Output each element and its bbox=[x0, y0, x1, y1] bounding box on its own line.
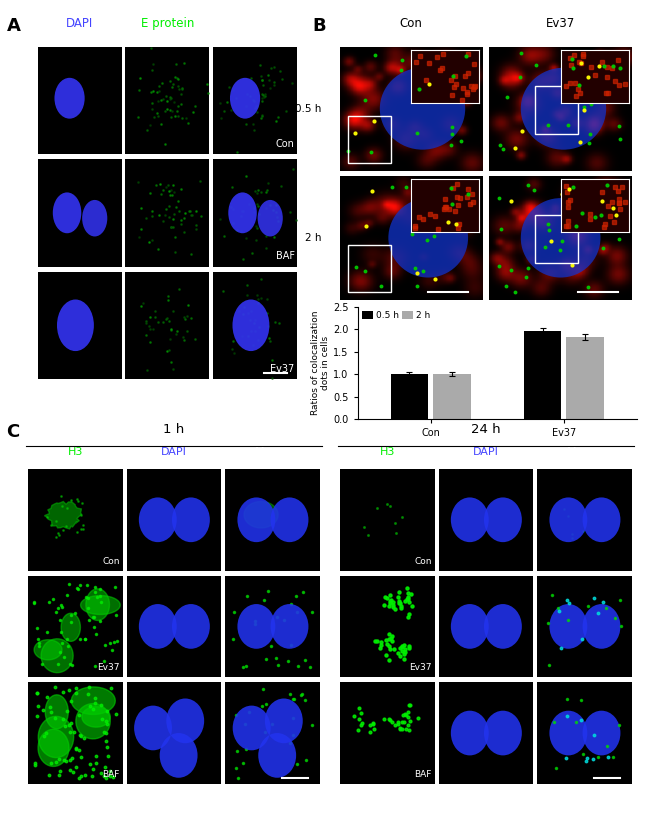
Polygon shape bbox=[34, 640, 62, 660]
Polygon shape bbox=[46, 695, 68, 729]
Ellipse shape bbox=[582, 497, 621, 542]
Text: A: A bbox=[6, 17, 20, 35]
Legend: 0.5 h, 2 h: 0.5 h, 2 h bbox=[362, 311, 430, 320]
Bar bbox=[524, 332, 561, 419]
Ellipse shape bbox=[265, 699, 303, 743]
Bar bbox=[535, 87, 578, 133]
Ellipse shape bbox=[57, 300, 94, 351]
Polygon shape bbox=[76, 704, 111, 739]
Ellipse shape bbox=[166, 699, 204, 743]
Text: BAF: BAF bbox=[415, 770, 432, 779]
Text: Ev37: Ev37 bbox=[270, 364, 294, 374]
Ellipse shape bbox=[521, 198, 601, 277]
Polygon shape bbox=[44, 501, 82, 529]
Ellipse shape bbox=[53, 192, 81, 233]
Ellipse shape bbox=[451, 604, 489, 649]
Text: Merge: Merge bbox=[567, 447, 602, 457]
Ellipse shape bbox=[451, 497, 489, 542]
Polygon shape bbox=[61, 613, 81, 641]
Bar bbox=[391, 374, 428, 419]
Ellipse shape bbox=[228, 192, 257, 233]
Text: Merge: Merge bbox=[237, 17, 274, 30]
Ellipse shape bbox=[230, 77, 260, 118]
Ellipse shape bbox=[82, 200, 107, 237]
Ellipse shape bbox=[139, 497, 177, 542]
Ellipse shape bbox=[233, 706, 270, 751]
Bar bbox=[566, 337, 604, 419]
Text: DAPI: DAPI bbox=[161, 447, 187, 457]
Text: H3: H3 bbox=[68, 447, 83, 457]
Text: 24 h: 24 h bbox=[471, 423, 500, 436]
Ellipse shape bbox=[172, 497, 210, 542]
Text: Ev37: Ev37 bbox=[546, 17, 575, 30]
Text: C: C bbox=[6, 423, 20, 441]
Ellipse shape bbox=[233, 300, 269, 351]
Ellipse shape bbox=[270, 604, 309, 649]
Ellipse shape bbox=[582, 711, 621, 756]
Text: DAPI: DAPI bbox=[66, 17, 93, 30]
Text: Con: Con bbox=[102, 556, 120, 566]
Text: BAF: BAF bbox=[276, 252, 294, 262]
Text: E protein: E protein bbox=[140, 17, 194, 30]
Bar bbox=[348, 116, 391, 163]
Text: Rab7/DENV-E/DAPI: Rab7/DENV-E/DAPI bbox=[307, 137, 317, 209]
Polygon shape bbox=[82, 706, 111, 727]
Text: Merge: Merge bbox=[255, 447, 290, 457]
Text: Con: Con bbox=[400, 17, 422, 30]
Polygon shape bbox=[38, 716, 73, 757]
Polygon shape bbox=[41, 639, 73, 673]
Text: Ev37: Ev37 bbox=[98, 663, 120, 672]
Ellipse shape bbox=[134, 706, 172, 751]
Text: Con: Con bbox=[414, 556, 432, 566]
Y-axis label: Ratios of colocalization
dots in cells: Ratios of colocalization dots in cells bbox=[311, 311, 330, 415]
Text: DAPI: DAPI bbox=[473, 447, 499, 457]
Ellipse shape bbox=[160, 733, 198, 778]
Polygon shape bbox=[81, 596, 120, 615]
Text: 1 h: 1 h bbox=[163, 423, 185, 436]
Ellipse shape bbox=[582, 604, 621, 649]
Polygon shape bbox=[72, 687, 115, 715]
Text: Ev37: Ev37 bbox=[410, 663, 432, 672]
Bar bbox=[434, 374, 471, 419]
Ellipse shape bbox=[55, 77, 84, 118]
Ellipse shape bbox=[172, 604, 210, 649]
Ellipse shape bbox=[549, 497, 588, 542]
Polygon shape bbox=[86, 589, 109, 621]
Bar bbox=[348, 245, 391, 292]
Text: 0.5 h: 0.5 h bbox=[295, 103, 322, 114]
Ellipse shape bbox=[380, 67, 465, 150]
Polygon shape bbox=[38, 729, 69, 766]
Text: B: B bbox=[312, 17, 326, 35]
Ellipse shape bbox=[549, 711, 588, 756]
Ellipse shape bbox=[258, 733, 296, 778]
Bar bbox=[535, 216, 578, 262]
Ellipse shape bbox=[549, 604, 588, 649]
Text: BAF: BAF bbox=[103, 770, 120, 779]
Ellipse shape bbox=[237, 497, 276, 542]
Text: H3: H3 bbox=[380, 447, 395, 457]
Text: 2 h: 2 h bbox=[306, 232, 322, 243]
Ellipse shape bbox=[257, 200, 283, 237]
Ellipse shape bbox=[521, 67, 606, 150]
Ellipse shape bbox=[451, 711, 489, 756]
Polygon shape bbox=[244, 501, 278, 528]
Ellipse shape bbox=[139, 604, 177, 649]
Ellipse shape bbox=[237, 604, 276, 649]
Ellipse shape bbox=[270, 497, 309, 542]
Text: Con: Con bbox=[276, 139, 294, 149]
Ellipse shape bbox=[484, 604, 522, 649]
Ellipse shape bbox=[388, 198, 468, 277]
Ellipse shape bbox=[484, 497, 522, 542]
Ellipse shape bbox=[484, 711, 522, 756]
